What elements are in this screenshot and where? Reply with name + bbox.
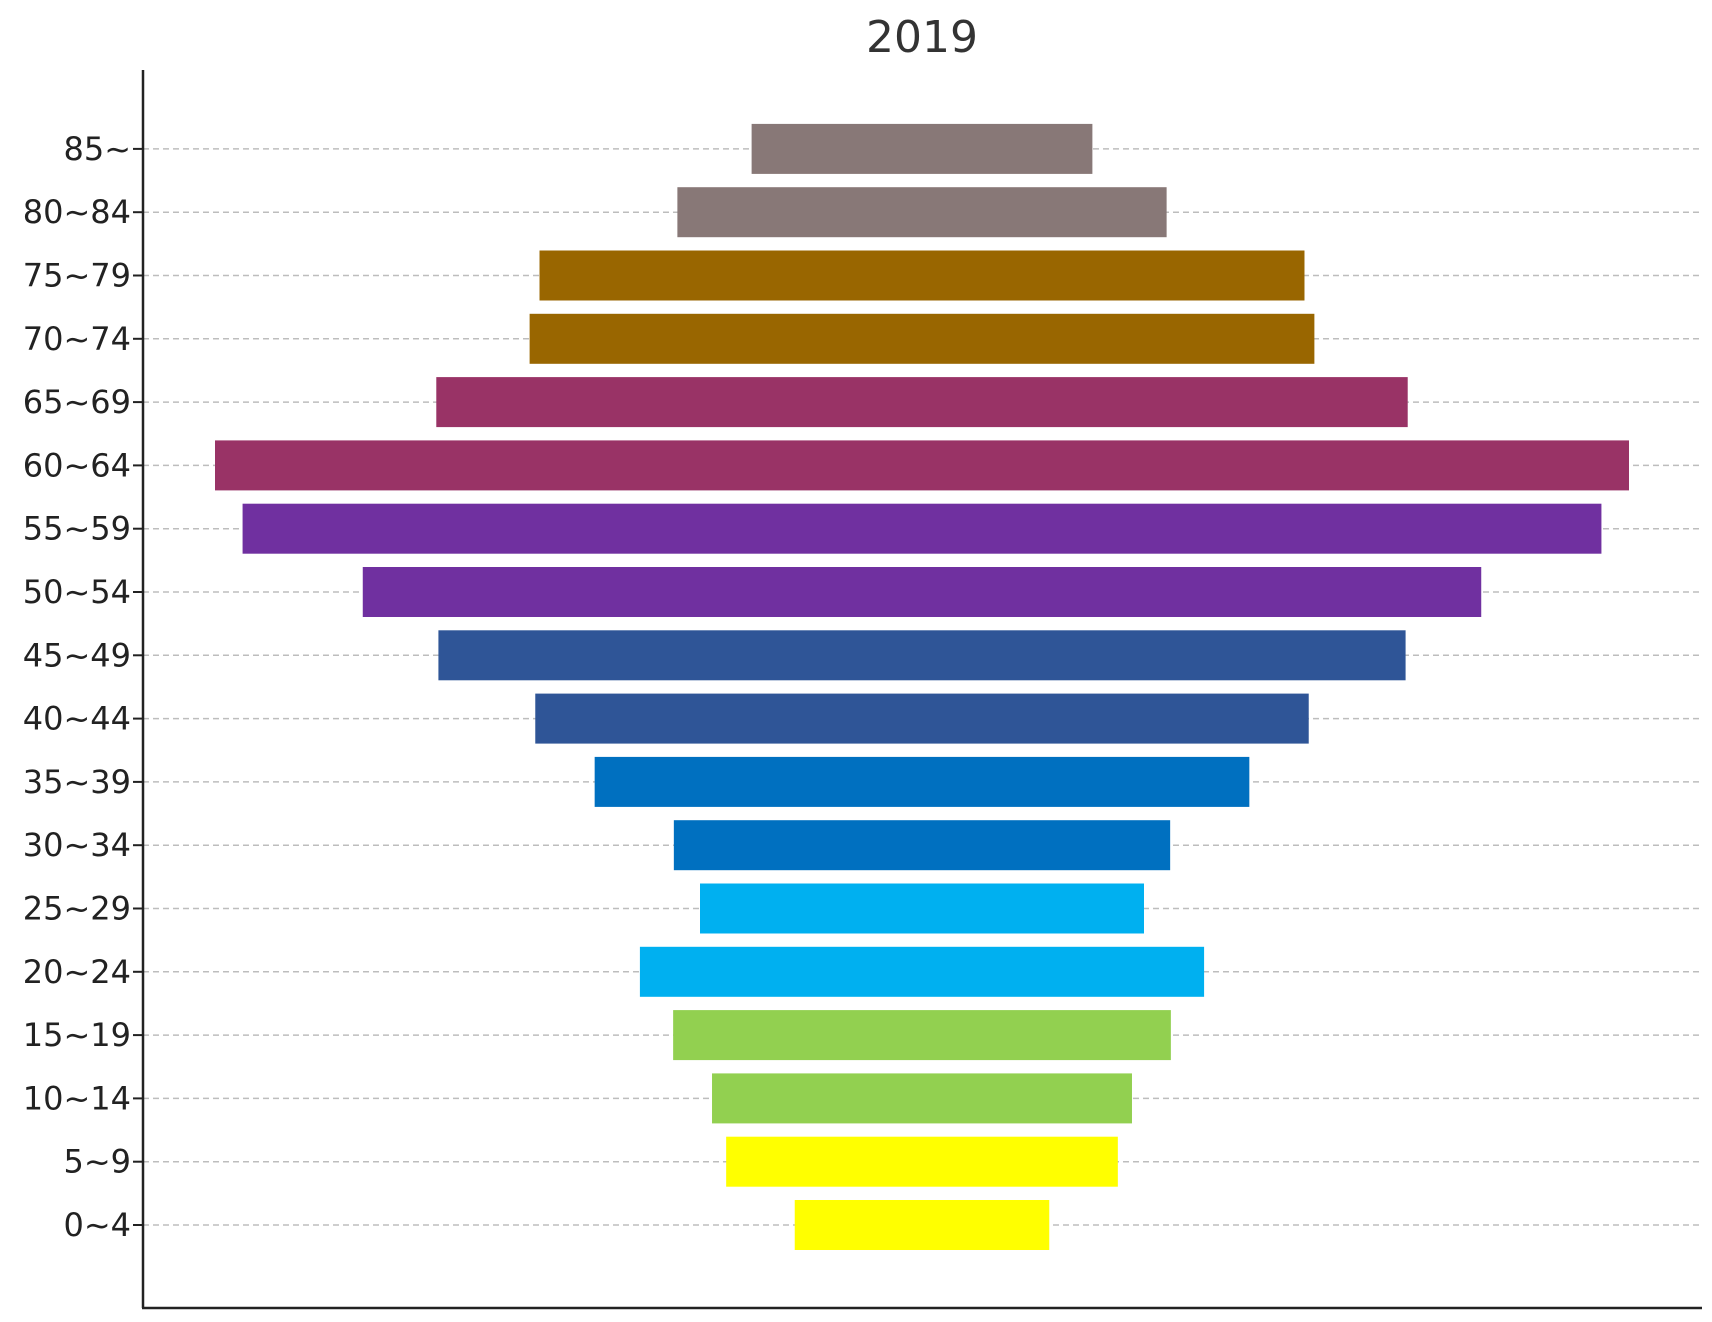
bar-5~9 — [726, 1136, 1118, 1187]
y-tick-label: 50~54 — [23, 573, 131, 611]
bar-80~84 — [677, 187, 1167, 238]
y-tick-label: 60~64 — [23, 446, 131, 484]
y-tick-label: 10~14 — [23, 1079, 131, 1117]
bar-20~24 — [639, 946, 1205, 997]
bar-35~39 — [594, 756, 1250, 807]
bars — [215, 123, 1629, 1250]
bar-55~59 — [242, 503, 1602, 554]
y-tick-label: 55~59 — [23, 510, 131, 548]
bar-70~74 — [529, 313, 1315, 364]
y-tick-labels: 0~4 5~9 10~14 15~19 20~24 25~29 30~34 35~39 40~4… — [23, 130, 143, 1244]
y-tick-label: 75~79 — [23, 257, 131, 295]
bar-15~19 — [673, 1010, 1171, 1061]
bar-30~34 — [673, 820, 1171, 871]
bar-60~64 — [215, 440, 1629, 491]
bar-50~54 — [362, 567, 1482, 617]
y-tick-label: 45~49 — [23, 636, 131, 674]
y-tick-label: 30~34 — [23, 826, 131, 864]
bar-25~29 — [700, 883, 1144, 934]
y-tick-label: 35~39 — [23, 763, 131, 801]
y-tick-label: 25~29 — [23, 890, 131, 928]
y-tick-label: 0~4 — [63, 1206, 131, 1244]
bar-85~ — [751, 123, 1093, 174]
bar-10~14 — [712, 1073, 1132, 1124]
y-tick-label: 20~24 — [23, 953, 131, 991]
y-tick-label: 40~44 — [23, 700, 131, 738]
y-tick-label: 5~9 — [63, 1143, 131, 1181]
chart-title: 2019 — [866, 12, 978, 63]
y-tick-label: 65~69 — [23, 383, 131, 421]
bar-45~49 — [438, 630, 1406, 681]
grid-lines — [143, 148, 1700, 1226]
bar-75~79 — [539, 250, 1305, 301]
y-tick-label: 70~74 — [23, 320, 131, 358]
y-tick-label: 15~19 — [23, 1016, 131, 1054]
y-tick-label: 85~ — [63, 130, 131, 168]
bar-40~44 — [535, 693, 1309, 744]
y-tick-label: 80~84 — [23, 193, 131, 231]
bar-65~69 — [436, 377, 1408, 428]
bar-0~4 — [794, 1200, 1050, 1250]
